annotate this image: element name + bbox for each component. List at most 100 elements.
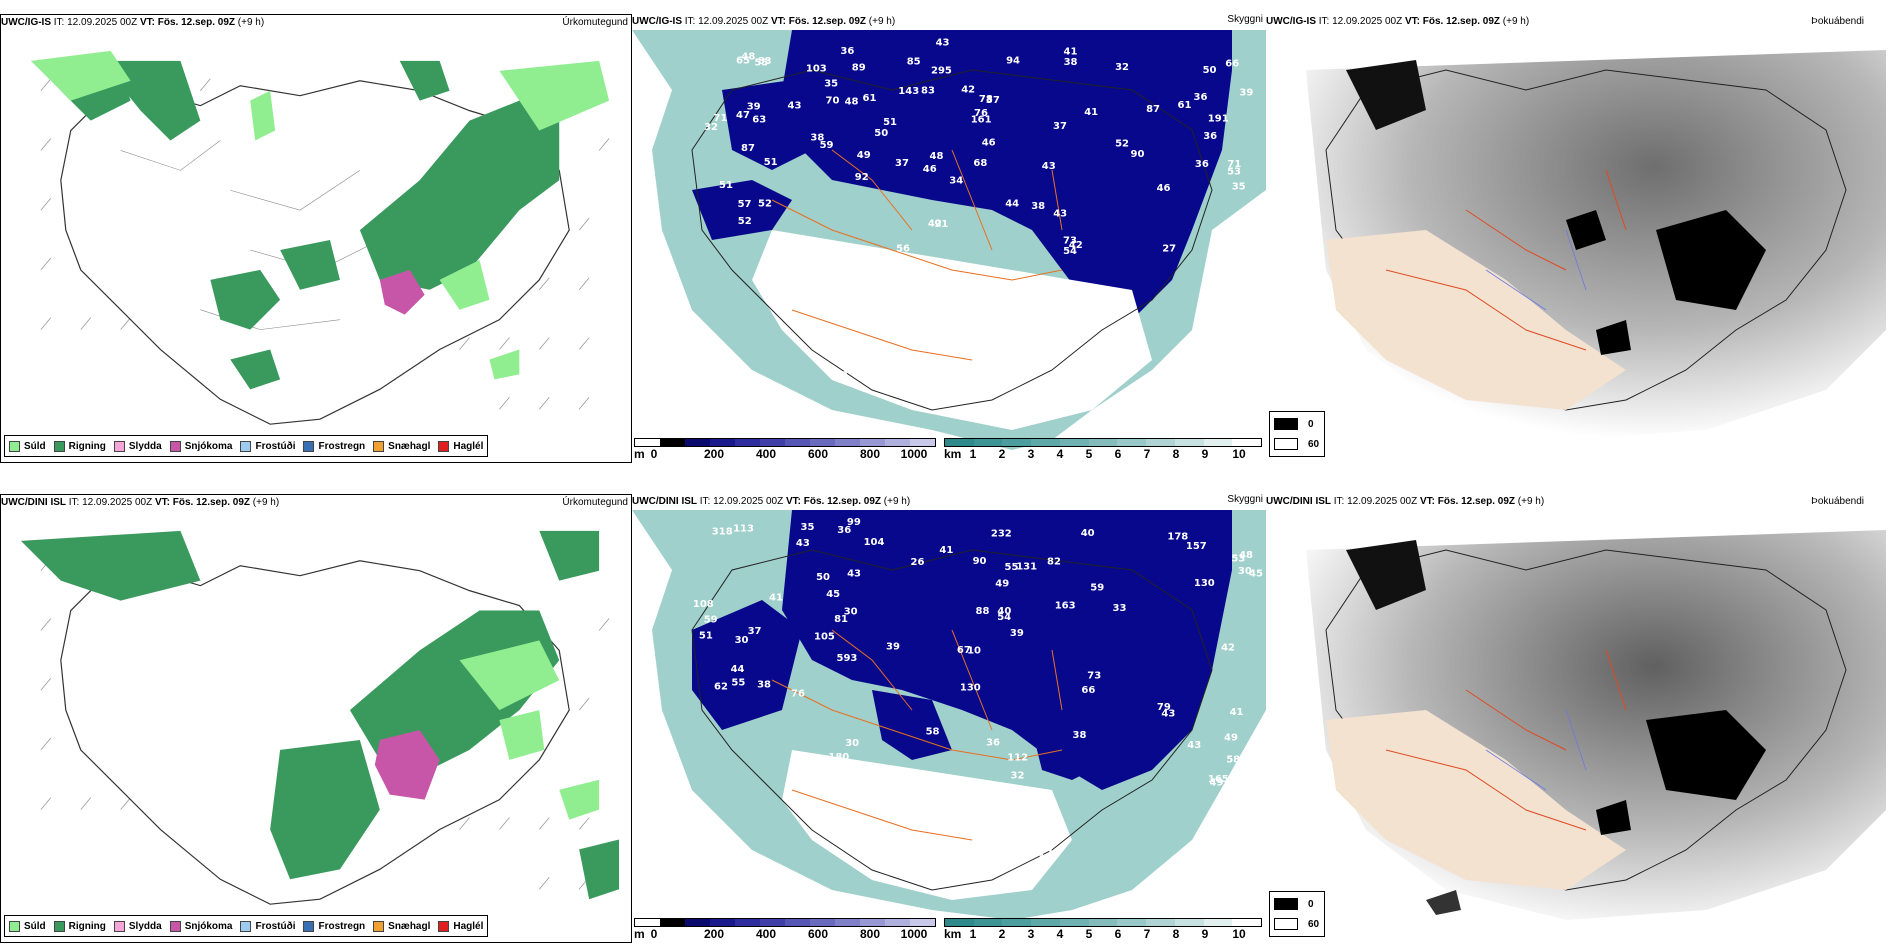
precip-legend: Súld Rigning Slydda Snjókoma Frostúði Fr…	[4, 915, 489, 937]
legend-item-snaehagl: Snæhagl	[373, 920, 431, 932]
panel-title: Þokuábendi	[1811, 16, 1864, 27]
panel-header: UWC/DINI ISL IT: 12.09.2025 00Z VT: Fös.…	[1, 495, 631, 511]
tick-label: 1000	[900, 447, 928, 461]
legend-item-frostregn: Frostregn	[303, 920, 365, 932]
tick-label: 7	[1143, 927, 1151, 941]
colorbar-cell	[1088, 919, 1118, 926]
colorbar-cell	[785, 439, 810, 446]
legend-item-frostudi: Frostúði	[240, 920, 296, 932]
visibility-value-label: 56	[896, 244, 910, 255]
legend-item-frostregn: Frostregn	[303, 440, 366, 452]
visibility-value-label: 59	[820, 140, 834, 151]
init-label: IT:	[1333, 496, 1345, 507]
panel-title: Skyggni	[1227, 494, 1263, 505]
visibility-value-label: 43	[796, 538, 810, 549]
height-colorbar: m 0 200 400 600 800 1000	[634, 438, 936, 463]
legend-item-slydda: Slydda	[113, 440, 162, 452]
tick-label: 800	[859, 447, 881, 461]
lead-time: (+9 h)	[237, 17, 265, 28]
tick-label: 8	[1172, 927, 1180, 941]
colorbar-cell	[810, 439, 835, 446]
visibility-value-label: 131	[1016, 561, 1037, 572]
visibility-value-label: 103	[806, 64, 827, 75]
visibility-value-label: 90	[973, 556, 987, 567]
swatch	[438, 920, 450, 932]
colorbar-cell	[1203, 919, 1233, 926]
legend-item-snaehagl: Snæhagl	[373, 440, 430, 452]
legend-label: Haglél	[453, 440, 484, 452]
visibility-value-label: 58	[926, 726, 940, 737]
visibility-value-label: 40	[1081, 528, 1095, 539]
legend-label: 60	[1308, 918, 1320, 930]
visibility-value-label: 63	[752, 114, 766, 125]
visibility-value-label: 46	[923, 164, 937, 175]
colorbar-cell	[660, 919, 685, 926]
visibility-value-label: 88	[976, 606, 990, 617]
lead-time: (+9 h)	[868, 16, 896, 27]
visibility-value-label: 38	[810, 133, 824, 144]
init-time: 12.09.2025 00Z	[698, 16, 769, 27]
visibility-value-label: 53	[1231, 553, 1245, 564]
visibility-value-label: 82	[1047, 556, 1061, 567]
tick-label: 9	[1201, 927, 1209, 941]
visibility-value-label: 191	[1208, 114, 1229, 125]
visibility-value-label: 52	[758, 199, 772, 210]
tick-label: 6	[1114, 927, 1122, 941]
tick-label: 5	[1085, 927, 1093, 941]
legend-label: Frostúði	[255, 440, 296, 452]
tick-label: 1	[969, 447, 977, 461]
height-colorbar-strip	[634, 918, 936, 927]
visibility-value-label: 52	[1115, 139, 1129, 150]
legend-label: Frostregn	[318, 440, 366, 452]
visibility-value-label: 50	[874, 128, 888, 139]
lead-time: (+9 h)	[252, 497, 280, 508]
visibility-value-label: 43	[820, 292, 834, 303]
visibility-value-label: 41	[939, 545, 953, 556]
colorbar-cell	[785, 919, 810, 926]
visibility-value-label: 36	[1195, 159, 1209, 170]
valid-label: VT:	[154, 497, 170, 508]
precip-panel-row2: UWC/DINI ISL IT: 12.09.2025 00Z VT: Fös.…	[0, 494, 632, 943]
visibility-value-label: 76	[791, 688, 805, 699]
legend-item-snjokoma: Snjókoma	[169, 440, 233, 452]
visibility-value-label: 51	[764, 157, 778, 168]
visibility-value-label: 52	[738, 216, 752, 227]
colorbar-cell	[885, 439, 910, 446]
tick-label: 600	[807, 447, 829, 461]
colorbar-cell	[710, 919, 735, 926]
colorbar-cell	[1203, 439, 1233, 446]
visibility-value-label: 41	[1064, 47, 1078, 58]
precip-map	[1, 511, 631, 942]
visibility-value-label: 81	[834, 614, 848, 625]
visibility-value-label: 67	[957, 645, 971, 656]
tick-label: 600	[807, 927, 829, 941]
visibility-value-label: 68	[973, 158, 987, 169]
visibility-value-label: 10	[967, 645, 981, 656]
colorbar-cell	[945, 439, 974, 446]
visibility-value-label: 48	[930, 151, 944, 162]
legend-item-haglel: Haglél	[438, 440, 484, 452]
legend-label: Snjókoma	[184, 440, 233, 452]
visibility-value-label: 32	[1011, 771, 1025, 782]
visibility-value-label: 61	[863, 93, 877, 104]
visibility-value-label: 130	[1194, 578, 1215, 589]
visibility-value-label: 85	[907, 57, 921, 68]
legend-label: Frostúði	[255, 920, 296, 932]
visibility-value-label: 35	[824, 79, 838, 90]
visibility-value-label: 90	[1131, 149, 1145, 160]
colorbar-cell	[1088, 439, 1118, 446]
swatch	[303, 440, 315, 452]
swatch	[373, 440, 385, 452]
visibility-value-label: 35	[801, 522, 815, 533]
visibility-value-label: 41	[769, 593, 783, 604]
visibility-value-label: 50	[816, 572, 830, 583]
visibility-value-label: 39	[831, 786, 845, 797]
legend-label: Snæhagl	[388, 920, 431, 932]
colorbar-cell	[1232, 439, 1262, 446]
legend-item-haglel: Haglél	[438, 920, 483, 932]
visibility-value-label: 59	[704, 615, 718, 626]
visibility-value-label: 180	[828, 752, 849, 763]
lead-time: (+9 h)	[883, 496, 911, 507]
panel-title: Þokuábendi	[1811, 496, 1864, 507]
tick-label: 200	[703, 447, 725, 461]
